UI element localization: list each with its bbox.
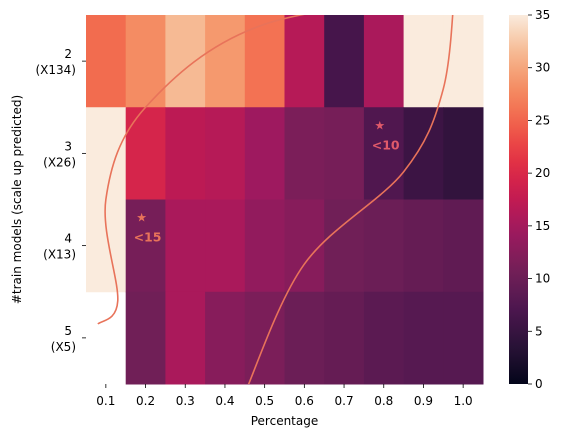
heatmap-cell-r1-c0 xyxy=(86,107,127,200)
heatmap-cell-r1-c2 xyxy=(165,107,206,200)
y-tick-label-3-line2: (X5) xyxy=(51,340,76,354)
colorbar-tick-label-6: 30 xyxy=(535,61,550,75)
y-tick-label-2-line2: (X13) xyxy=(43,248,76,262)
colorbar-tick-label-3: 15 xyxy=(535,219,550,233)
x-tick-label-8: 0.9 xyxy=(414,394,433,408)
heatmap-cell-r1-c8 xyxy=(403,107,444,200)
heatmap-cell-r0-c4 xyxy=(244,15,285,108)
x-axis: 0.1 0.2 0.3 0.4 0.5 0.6 0.7 0.8 0.9 1.0 xyxy=(96,384,473,408)
heatmap-cell-r2-c0 xyxy=(86,199,127,293)
heatmap-cell-r2-c9 xyxy=(443,199,484,293)
x-tick-label-7: 0.8 xyxy=(374,394,393,408)
annotations: ★ <15 ★ <10 xyxy=(134,118,400,244)
heatmap-cell-r3-c6 xyxy=(324,291,365,385)
heatmap-cell-r3-c7 xyxy=(363,291,405,385)
colorbar-gradient xyxy=(509,15,528,384)
x-tick-label-6: 0.7 xyxy=(335,394,354,408)
colorbar-tick-label-4: 20 xyxy=(535,166,550,180)
heatmap-cell-r0-c6 xyxy=(324,15,365,108)
y-axis: 2 (X134) 3 (X26) 4 (X13) 5 (X5) xyxy=(36,47,86,354)
y-axis-label: #train models (scale up predicted) xyxy=(10,95,24,304)
x-tick-label-5: 0.6 xyxy=(295,394,314,408)
heatmap-cell-r3-c3 xyxy=(205,291,246,385)
x-axis-label: Percentage xyxy=(251,414,319,428)
overlay-curve-2 xyxy=(247,15,454,384)
colorbar-tick-label-2: 10 xyxy=(535,272,550,286)
heatmap-cell-r1-c6 xyxy=(324,107,365,200)
heatmap-cell-r0-c9 xyxy=(443,15,484,108)
heatmap-cell-r2-c3 xyxy=(205,199,246,293)
heatmap-cell-r1-c1 xyxy=(125,107,166,200)
heatmap-cell-r0-c8 xyxy=(403,15,444,108)
y-tick-label-1-line2: (X26) xyxy=(43,155,76,169)
heatmap-cells xyxy=(86,15,484,385)
heatmap-cell-r1-c9 xyxy=(443,107,484,200)
heatmap-cell-r1-c5 xyxy=(284,107,325,200)
heatmap-cell-r3-c1 xyxy=(125,291,166,385)
x-tick-label-2: 0.3 xyxy=(176,394,195,408)
heatmap-cell-r0-c7 xyxy=(363,15,405,108)
heatmap-cell-r2-c8 xyxy=(403,199,444,293)
heatmap-cell-r3-c9 xyxy=(443,291,484,385)
y-tick-label-2-line1: 4 xyxy=(64,232,72,246)
heatmap-cell-r1-c7 xyxy=(363,107,405,200)
annotation-label-2: <10 xyxy=(372,137,400,152)
x-tick-label-3: 0.4 xyxy=(215,394,234,408)
heatmap-cell-r2-c7 xyxy=(363,199,405,293)
y-tick-label-1-line1: 3 xyxy=(64,139,72,153)
colorbar-tick-label-5: 25 xyxy=(535,113,550,127)
overlay-curves xyxy=(97,15,454,384)
annotation-star-2: ★ xyxy=(374,118,385,132)
heatmap-cell-r0-c2 xyxy=(165,15,206,108)
y-tick-label-0-line1: 2 xyxy=(64,47,72,61)
colorbar-tick-label-7: 35 xyxy=(535,8,550,22)
heatmap-cell-r1-c4 xyxy=(244,107,285,200)
heatmap-cell-r2-c2 xyxy=(165,199,206,293)
heatmap-cell-r2-c4 xyxy=(244,199,285,293)
heatmap-cell-r2-c5 xyxy=(284,199,325,293)
heatmap-cell-r0-c5 xyxy=(284,15,325,108)
heatmap-cell-r0-c3 xyxy=(205,15,246,108)
heatmap-cell-r3-c2 xyxy=(165,291,206,385)
x-tick-label-1: 0.2 xyxy=(136,394,155,408)
heatmap-cell-r2-c6 xyxy=(324,199,365,293)
colorbar: 0 5 10 15 20 25 30 35 xyxy=(509,8,550,391)
y-tick-label-3-line1: 5 xyxy=(64,324,72,338)
x-tick-label-4: 0.5 xyxy=(255,394,274,408)
heatmap-cell-r2-c1 xyxy=(125,199,166,293)
y-tick-label-0-line2: (X134) xyxy=(36,63,77,77)
x-tick-label-0: 0.1 xyxy=(96,394,115,408)
heatmap-cell-r0-c1 xyxy=(125,15,166,108)
heatmap-cell-r3-c5 xyxy=(284,291,325,385)
colorbar-tick-label-1: 5 xyxy=(535,324,543,338)
heatmap-cell-r3-c8 xyxy=(403,291,444,385)
heatmap-cell-r0-c0 xyxy=(86,15,127,108)
overlay-curve-1 xyxy=(97,15,305,325)
annotation-label-1: <15 xyxy=(134,230,162,245)
x-tick-label-9: 1.0 xyxy=(454,394,473,408)
annotation-star-1: ★ xyxy=(136,211,147,225)
colorbar-tick-label-0: 0 xyxy=(535,377,543,391)
heatmap-cell-r1-c3 xyxy=(205,107,246,200)
heatmap-cell-r3-c4 xyxy=(244,291,285,385)
